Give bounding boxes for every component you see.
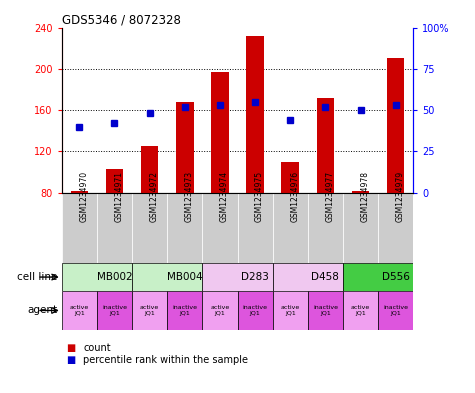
Bar	[167, 193, 202, 263]
Bar	[343, 193, 378, 263]
Text: inactive
JQ1: inactive JQ1	[172, 305, 197, 316]
Text: GSM1234979: GSM1234979	[396, 171, 405, 222]
Bar	[378, 291, 413, 330]
Text: inactive
JQ1: inactive JQ1	[102, 305, 127, 316]
Text: active
JQ1: active JQ1	[351, 305, 370, 316]
Bar	[247, 36, 264, 193]
Text: GSM1234974: GSM1234974	[220, 171, 229, 222]
Bar	[97, 193, 132, 263]
Bar	[132, 193, 167, 263]
Bar	[273, 263, 343, 291]
Bar	[105, 169, 124, 193]
Bar	[62, 263, 132, 291]
Text: GSM1234978: GSM1234978	[361, 171, 370, 222]
Bar	[211, 72, 228, 193]
Text: GSM1234973: GSM1234973	[185, 171, 194, 222]
Text: GSM1234975: GSM1234975	[255, 171, 264, 222]
Text: inactive
JQ1: inactive JQ1	[383, 305, 408, 316]
Bar	[62, 291, 97, 330]
Bar	[132, 263, 202, 291]
Text: active
JQ1: active JQ1	[281, 305, 300, 316]
Bar	[97, 291, 132, 330]
Bar	[71, 191, 88, 193]
Bar	[273, 291, 308, 330]
Text: count: count	[83, 343, 111, 353]
Text: agent: agent	[27, 305, 57, 316]
Text: cell line: cell line	[17, 272, 57, 282]
Bar	[167, 291, 202, 330]
Text: active
JQ1: active JQ1	[210, 305, 229, 316]
Bar	[378, 193, 413, 263]
Text: GSM1234971: GSM1234971	[114, 171, 124, 222]
Bar	[273, 193, 308, 263]
Text: percentile rank within the sample: percentile rank within the sample	[83, 354, 248, 365]
Text: active
JQ1: active JQ1	[70, 305, 89, 316]
Text: GSM1234976: GSM1234976	[290, 171, 299, 222]
Bar	[62, 193, 97, 263]
Text: MB002: MB002	[97, 272, 132, 282]
Bar	[308, 291, 343, 330]
Bar	[343, 291, 378, 330]
Text: ■: ■	[66, 343, 76, 353]
Text: GDS5346 / 8072328: GDS5346 / 8072328	[62, 13, 180, 26]
Bar	[238, 193, 273, 263]
Text: GSM1234977: GSM1234977	[325, 171, 334, 222]
Text: GSM1234970: GSM1234970	[79, 171, 88, 222]
Text: D458: D458	[312, 272, 339, 282]
Bar	[387, 59, 404, 193]
Bar	[176, 102, 194, 193]
Bar	[343, 263, 413, 291]
Text: active
JQ1: active JQ1	[140, 305, 159, 316]
Bar	[308, 193, 343, 263]
Bar	[141, 146, 158, 193]
Bar	[281, 162, 299, 193]
Text: D556: D556	[382, 272, 409, 282]
Text: MB004: MB004	[167, 272, 202, 282]
Text: inactive
JQ1: inactive JQ1	[313, 305, 338, 316]
Bar	[202, 291, 238, 330]
Text: GSM1234972: GSM1234972	[150, 171, 159, 222]
Text: inactive
JQ1: inactive JQ1	[243, 305, 267, 316]
Text: ■: ■	[66, 354, 76, 365]
Bar	[238, 291, 273, 330]
Bar	[316, 97, 334, 193]
Bar	[352, 191, 369, 193]
Bar	[132, 291, 167, 330]
Bar	[202, 193, 238, 263]
Text: D283: D283	[241, 272, 269, 282]
Bar	[202, 263, 273, 291]
